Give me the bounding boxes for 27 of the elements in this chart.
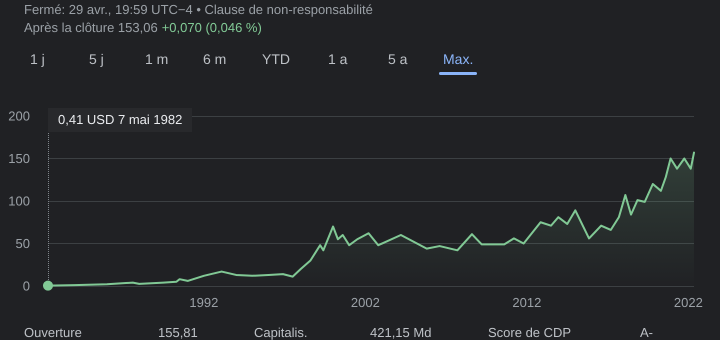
x-tick-label: 2002 bbox=[350, 295, 380, 310]
text: Fermé: 29 avr., 19:59 UTC−4 • Clause de non-responsabilité bbox=[24, 2, 373, 17]
text: 421,15 Md bbox=[370, 325, 432, 340]
text: 155,81 bbox=[158, 325, 198, 340]
x-tick-label: 2022 bbox=[674, 295, 703, 310]
y-tick-label: 200 bbox=[8, 108, 30, 124]
text: 5 a bbox=[388, 51, 408, 67]
x-tick-label: 1992 bbox=[189, 295, 218, 310]
text: Max. bbox=[443, 51, 474, 67]
y-tick-label: 0 bbox=[22, 278, 30, 294]
text: 6 m bbox=[203, 51, 226, 67]
y-tick-label: 50 bbox=[16, 236, 30, 251]
text: Ouverture bbox=[24, 325, 82, 340]
text: 5 j bbox=[89, 51, 104, 67]
text: 1 j bbox=[30, 51, 45, 67]
annotation: 0,41 USD 7 mai 1982 bbox=[58, 112, 182, 127]
text: Score de CDP bbox=[488, 325, 572, 340]
text: A- bbox=[640, 325, 653, 340]
text: YTD bbox=[262, 51, 290, 67]
text: 1 m bbox=[145, 51, 168, 67]
text: Après la clôture 153,06 bbox=[24, 20, 158, 35]
y-tick-label: 150 bbox=[8, 151, 30, 166]
y-tick-label: 100 bbox=[8, 194, 30, 208]
text: Capitalis. bbox=[254, 325, 308, 340]
x-tick-label: 2012 bbox=[512, 295, 542, 310]
text: 1 a bbox=[328, 51, 348, 67]
text: +0,070 (0,046 %) bbox=[162, 20, 262, 35]
